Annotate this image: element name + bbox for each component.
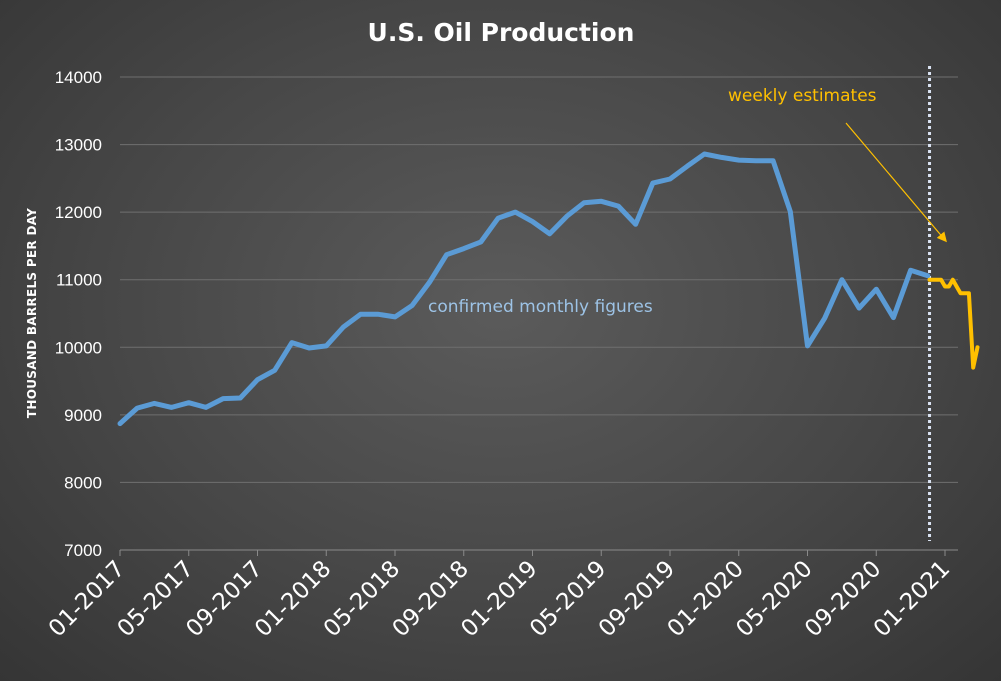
- x-axis: [119, 549, 958, 556]
- annotation-arrow: [845, 122, 947, 243]
- annotation-confirmed-monthly: confirmed monthly figures: [428, 297, 653, 317]
- y-tick-label: 12000: [55, 203, 102, 222]
- x-axis-ticks: 01-201705-201709-201701-201805-201809-20…: [44, 556, 955, 642]
- x-tick-label: 01-2021: [869, 556, 955, 642]
- y-tick-label: 9000: [64, 406, 102, 425]
- y-axis-ticks: 7000 8000 9000 10000 11000 12000 13000 14000: [55, 68, 102, 560]
- y-tick-label: 11000: [56, 271, 102, 290]
- annotation-weekly-estimates: weekly estimates: [728, 86, 877, 106]
- y-tick-label: 13000: [55, 136, 102, 155]
- chart-title: U.S. Oil Production: [368, 18, 635, 47]
- series-line-confirmed-monthly: [117, 151, 931, 427]
- series-line-weekly-estimates: [927, 277, 980, 370]
- y-axis-label: THOUSAND BARRELS PER DAY: [25, 208, 39, 418]
- y-tick-label: 14000: [55, 68, 102, 87]
- gridlines: [120, 76, 958, 483]
- y-tick-label: 8000: [64, 473, 102, 492]
- y-tick-label: 10000: [55, 338, 102, 357]
- y-tick-label: 7000: [64, 541, 102, 560]
